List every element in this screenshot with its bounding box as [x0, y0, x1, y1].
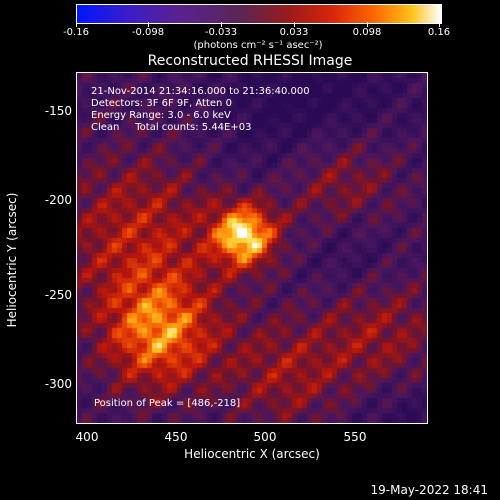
y-tick-label: -250	[44, 288, 72, 302]
timestamp: 19-May-2022 18:41	[370, 483, 488, 497]
x-tick-label: 400	[75, 430, 99, 444]
colorbar-tick	[221, 22, 222, 27]
y-tick-label: -300	[44, 377, 72, 391]
colorbar-tick-label: 0.16	[427, 27, 451, 38]
peak-position-text: Position of Peak = [486,-218]	[94, 398, 241, 409]
colorbar-units: (photons cm⁻² s⁻¹ asec⁻²)	[193, 40, 323, 51]
y-axis-label: Heliocentric Y (arcsec)	[5, 192, 19, 328]
colorbar-tick-label: -0.098	[131, 27, 165, 38]
colorbar-tick	[439, 22, 440, 27]
info-total-counts: Clean Total counts: 5.44E+03	[91, 122, 252, 133]
info-detectors: Detectors: 3F 6F 9F, Atten 0	[91, 98, 232, 109]
heatmap-image	[77, 73, 427, 423]
solar-image-plot	[76, 72, 428, 424]
colorbar-tick-label: -0.16	[63, 27, 89, 38]
colorbar-tick	[148, 22, 149, 27]
x-tick-label: 500	[253, 430, 277, 444]
colorbar-tick-label: -0.033	[204, 27, 238, 38]
colorbar-tick-label: 0.033	[279, 27, 309, 38]
x-tick-label: 550	[343, 430, 367, 444]
info-energy-range: Energy Range: 3.0 - 6.0 keV	[91, 110, 231, 121]
y-tick-label: -150	[44, 104, 72, 118]
colorbar-tick	[76, 22, 77, 27]
colorbar-tick	[294, 22, 295, 27]
colorbar-tick-label: 0.098	[352, 27, 382, 38]
y-tick-label: -200	[44, 193, 72, 207]
colorbar-tick	[367, 22, 368, 27]
image-title: Reconstructed RHESSI Image	[147, 53, 353, 69]
x-axis-label: Heliocentric X (arcsec)	[184, 447, 320, 461]
x-tick-label: 450	[164, 430, 188, 444]
info-time-range: 21-Nov-2014 21:34:16.000 to 21:36:40.000	[91, 86, 310, 97]
colorbar	[76, 4, 442, 24]
